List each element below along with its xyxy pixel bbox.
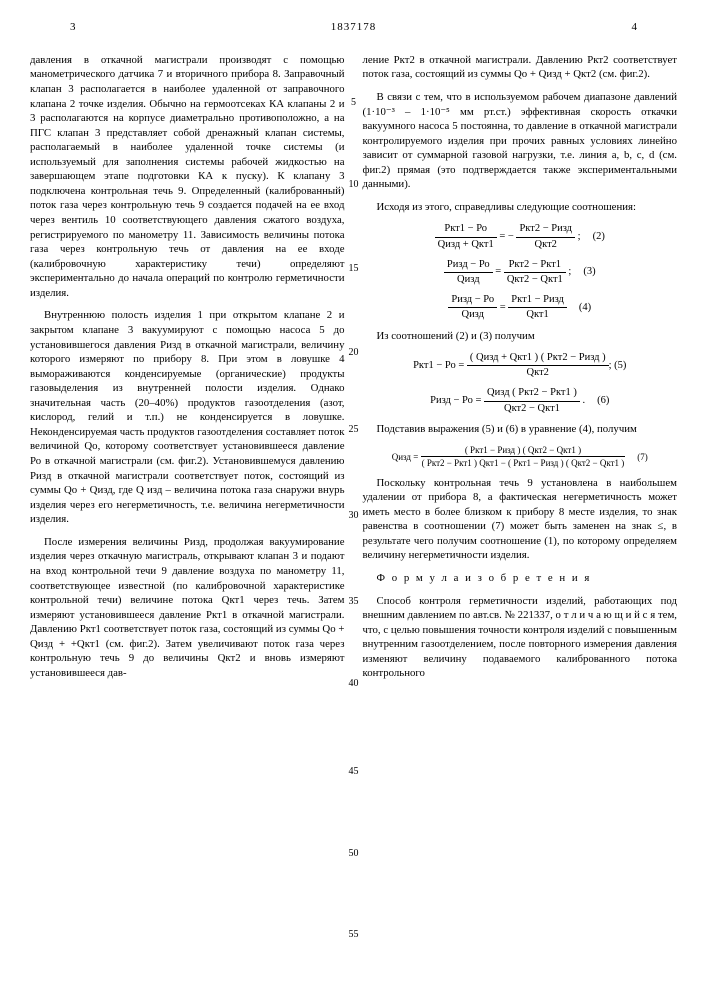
right-paragraph-3: Исходя из этого, справедливы следующие с…: [363, 200, 678, 215]
line-number: 15: [349, 262, 359, 276]
claim-title: Ф о р м у л а и з о б р е т е н и я: [363, 571, 678, 586]
formula-6: Ризд − Ро = Qизд ( Ркт2 − Ркт1 )Qкт2 − Q…: [363, 386, 678, 415]
line-numbers: 5 10 15 20 25 30 35 40 45 50 55: [349, 52, 359, 942]
right-paragraph-1: ление Ркт2 в откачной магистрали. Давлен…: [363, 53, 678, 82]
right-paragraph-4: Из соотношений (2) и (3) получим: [363, 329, 678, 344]
line-number: 25: [349, 423, 359, 437]
right-paragraph-2: В связи с тем, что в используемом рабоче…: [363, 90, 678, 192]
page-number-left: 3: [70, 20, 76, 35]
right-paragraph-5: Подставив выражения (5) и (6) в уравнени…: [363, 422, 678, 437]
left-column: давления в откачной магистрали производя…: [30, 53, 345, 689]
line-number: 30: [349, 509, 359, 523]
right-paragraph-7: Способ контроля герметичности изделий, р…: [363, 594, 678, 681]
left-paragraph-1: давления в откачной магистрали производя…: [30, 53, 345, 301]
line-number: 50: [349, 847, 359, 861]
formula-7: Qизд = ( Ркт1 − Ризд ) ( Qкт2 − Qкт1 )( …: [363, 444, 678, 469]
patent-number: 1837178: [331, 20, 377, 35]
line-number: 20: [349, 346, 359, 360]
formula-2: Ркт1 − РоQизд + Qкт1 = − Ркт2 − РиздQкт2…: [363, 222, 678, 251]
line-number: 55: [349, 928, 359, 942]
left-paragraph-2: Внутреннюю полость изделия 1 при открыто…: [30, 308, 345, 526]
formula-4: Ризд − РоQизд = Ркт1 − РиздQкт1 (4): [363, 293, 678, 322]
line-number: 5: [349, 96, 359, 110]
line-number: 40: [349, 677, 359, 691]
right-paragraph-6: Поскольку контрольная течь 9 установлена…: [363, 476, 678, 563]
line-number: 35: [349, 595, 359, 609]
line-number: 10: [349, 178, 359, 192]
formula-5: Ркт1 − Ро = ( Qизд + Qкт1 ) ( Ркт2 − Риз…: [363, 351, 678, 380]
page-header: 3 1837178 4: [30, 20, 677, 35]
formula-3: Ризд − РоQизд = Ркт2 − Ркт1Qкт2 − Qкт1 ;…: [363, 258, 678, 287]
left-paragraph-3: После измерения величины Ризд, продолжая…: [30, 535, 345, 681]
page-number-right: 4: [632, 20, 638, 35]
right-column: ление Ркт2 в откачной магистрали. Давлен…: [363, 53, 678, 689]
line-number: 45: [349, 765, 359, 779]
